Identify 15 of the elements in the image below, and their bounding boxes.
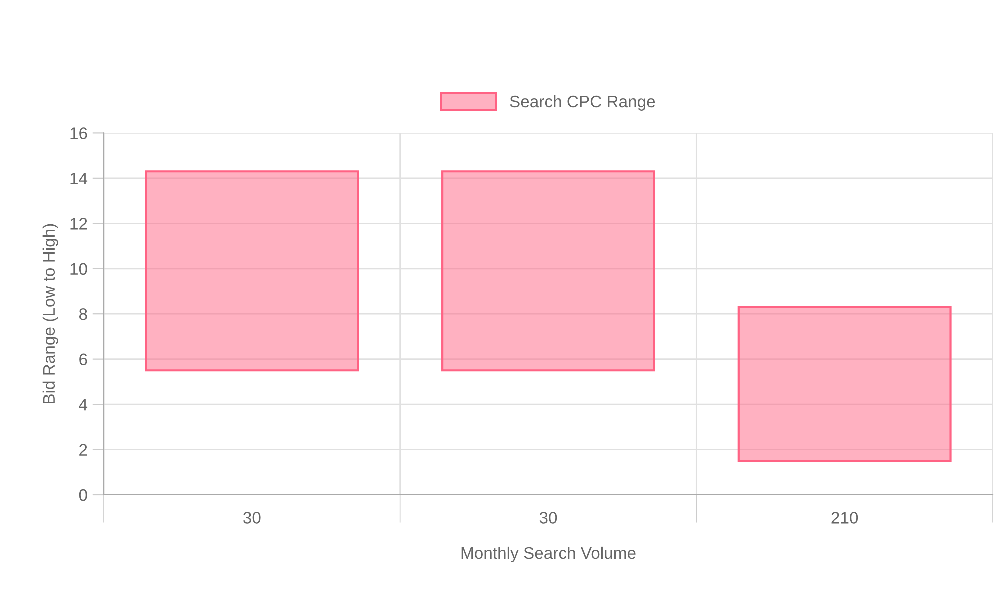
y-tick-label: 10 [70, 263, 88, 276]
y-tick-label: 12 [70, 218, 88, 230]
y-tick-label: 8 [79, 308, 88, 320]
y-tick-label: 2 [80, 444, 88, 456]
legend-label: Search CPC Range [510, 95, 656, 111]
y-tick-label: 14 [70, 173, 88, 184]
y-tick-label: 4 [79, 399, 88, 411]
y-tick-label: 0 [79, 489, 88, 502]
x-tick-label: 30 [540, 512, 558, 524]
y-axis-title: Bid Range (Low to High) [42, 224, 58, 404]
y-tick-label: 6 [80, 354, 88, 366]
x-axis-title: Monthly Search Volume [462, 546, 636, 562]
x-tick-label: 30 [244, 512, 261, 524]
x-tick-label: 210 [832, 512, 858, 524]
y-tick-label: 16 [70, 128, 88, 140]
